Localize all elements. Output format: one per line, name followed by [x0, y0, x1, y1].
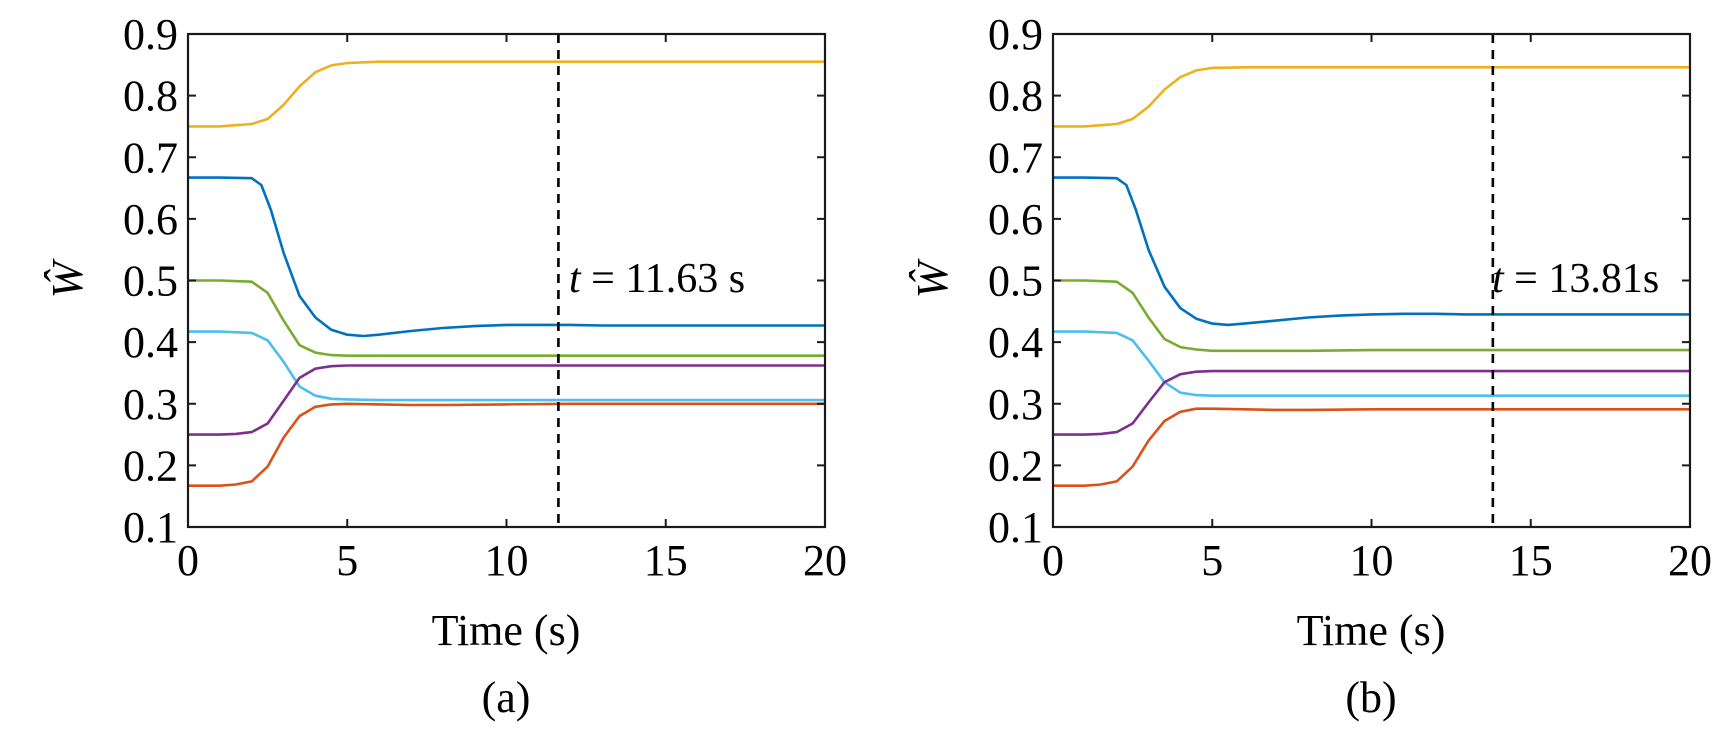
plot-area — [1053, 34, 1690, 527]
x-tick-label: 20 — [803, 536, 847, 585]
series-line-6 — [1053, 407, 1690, 488]
time-annotation: t = 13.81s — [1492, 256, 1659, 302]
series-line-3 — [1053, 279, 1690, 353]
axis-ticks: 0 5 10 15 20 0.1 0.2 0.3 0.4 0.5 0.6 0.7 0.8 0.9 — [123, 10, 847, 585]
chart-panel-b: 0 5 10 15 20 0.1 0.2 0.3 0.4 0.5 0.6 0.7 0.8 0.9 Time… — [908, 10, 1712, 722]
y-tick-label: 0.8 — [123, 72, 178, 121]
y-tick-label: 0.9 — [988, 10, 1043, 59]
x-tick-label: 5 — [336, 536, 358, 585]
x-tick-label: 0 — [177, 536, 199, 585]
y-tick-label: 0.4 — [988, 318, 1043, 367]
y-tick-label: 0.9 — [123, 10, 178, 59]
y-tick-label: 0.7 — [123, 133, 178, 182]
annotation-variable: t — [569, 256, 582, 302]
panel-label: (a) — [482, 673, 531, 722]
series-line-5 — [1053, 369, 1690, 436]
series-line-1 — [1053, 66, 1690, 128]
y-tick-label: 0.5 — [988, 257, 1043, 306]
series-line-1 — [188, 60, 825, 128]
x-axis-label: Time (s) — [432, 606, 581, 655]
x-tick-label: 15 — [1509, 536, 1553, 585]
y-tick-label: 0.1 — [988, 503, 1043, 552]
annotation-value: = 11.63 s — [581, 256, 745, 302]
x-tick-label: 10 — [485, 536, 529, 585]
x-tick-label: 0 — [1042, 536, 1064, 585]
y-axis-label: Ŵ — [908, 258, 957, 298]
series-line-4 — [1053, 330, 1690, 398]
axis-ticks: 0 5 10 15 20 0.1 0.2 0.3 0.4 0.5 0.6 0.7 0.8 0.9 — [988, 10, 1712, 585]
y-tick-label: 0.7 — [988, 133, 1043, 182]
y-tick-label: 0.2 — [988, 441, 1043, 490]
y-tick-label: 0.6 — [123, 195, 178, 244]
x-tick-label: 15 — [644, 536, 688, 585]
series-line-5 — [188, 364, 825, 436]
x-tick-label: 10 — [1350, 536, 1394, 585]
y-tick-label: 0.3 — [988, 380, 1043, 429]
annotation-value: = 13.81s — [1504, 256, 1660, 302]
y-tick-label: 0.3 — [123, 380, 178, 429]
series-line-3 — [188, 279, 825, 358]
y-axis-label: Ŵ — [43, 258, 92, 298]
series-line-2 — [1053, 176, 1690, 327]
series-line-4 — [188, 330, 825, 402]
chart-panel-a: 0 5 10 15 20 0.1 0.2 0.3 0.4 0.5 0.6 0.7 0.8 0.9 Time… — [43, 10, 847, 722]
x-tick-label: 5 — [1201, 536, 1223, 585]
panel-label: (b) — [1345, 673, 1396, 722]
y-tick-label: 0.8 — [988, 72, 1043, 121]
plot-area — [188, 34, 825, 527]
x-axis-label: Time (s) — [1297, 606, 1446, 655]
y-tick-label: 0.5 — [123, 257, 178, 306]
series-line-6 — [188, 402, 825, 488]
time-annotation: t = 11.63 s — [569, 256, 745, 302]
y-tick-label: 0.6 — [988, 195, 1043, 244]
y-tick-label: 0.2 — [123, 441, 178, 490]
y-tick-label: 0.4 — [123, 318, 178, 367]
y-tick-label: 0.1 — [123, 503, 178, 552]
x-tick-label: 20 — [1668, 536, 1712, 585]
annotation-variable: t — [1492, 256, 1505, 302]
